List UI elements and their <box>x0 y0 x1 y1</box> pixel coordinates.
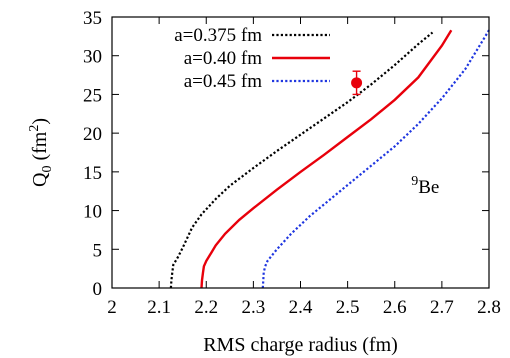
series-layer <box>169 29 490 289</box>
x-tick-label: 2.1 <box>147 297 171 318</box>
legend-label-a045: a=0.45 fm <box>184 71 262 92</box>
legend: a=0.375 fm a=0.40 fm a=0.45 fm <box>174 25 330 92</box>
y-axis-title-sub: 0 <box>40 166 55 173</box>
x-tick-label: 2.6 <box>383 297 407 318</box>
y-tick-label: 20 <box>83 124 102 145</box>
y-axis-title-unit-close: ) <box>29 118 51 125</box>
data-point-marker <box>351 77 363 89</box>
x-tick-label: 2.3 <box>242 297 266 318</box>
y-tick-label: 0 <box>93 279 103 300</box>
x-axis-title: RMS charge radius (fm) <box>203 334 398 356</box>
y-axis-title-main: Q <box>29 172 51 187</box>
nucleus-annotation-main: Be <box>418 177 439 198</box>
y-axis-title-unit: (fm <box>29 131 51 165</box>
y-tick-label: 5 <box>93 240 103 261</box>
series-line-2 <box>261 29 490 289</box>
ticks-layer: 2 2.1 2.2 2.3 2.4 2.5 2.6 2.7 2.8 0 5 10 15 20 25 30 35 <box>83 8 501 318</box>
x-tick-label: 2 <box>107 297 117 318</box>
x-tick-label: 2.4 <box>289 297 313 318</box>
nucleus-annotation: 9Be <box>411 174 439 198</box>
y-tick-label: 35 <box>83 8 102 29</box>
x-tick-label: 2.7 <box>430 297 454 318</box>
y-axis-title-unit-sup: 2 <box>27 125 42 132</box>
plot-frame <box>111 16 490 289</box>
legend-label-a0375: a=0.375 fm <box>174 25 262 46</box>
legend-label-a040: a=0.40 fm <box>184 48 262 69</box>
x-tick-label: 2.8 <box>477 297 501 318</box>
y-axis-title: Q0 (fm2) <box>27 118 55 187</box>
series-line-1 <box>200 29 453 289</box>
x-tick-label: 2.2 <box>194 297 218 318</box>
y-tick-label: 30 <box>83 47 102 68</box>
y-tick-label: 10 <box>83 202 102 223</box>
data-point-layer <box>351 70 363 96</box>
nucleus-annotation-sup: 9 <box>411 174 418 189</box>
y-tick-label: 15 <box>83 163 102 184</box>
x-tick-label: 2.5 <box>336 297 360 318</box>
y-tick-label: 25 <box>83 85 102 106</box>
series-line-0 <box>169 31 434 289</box>
